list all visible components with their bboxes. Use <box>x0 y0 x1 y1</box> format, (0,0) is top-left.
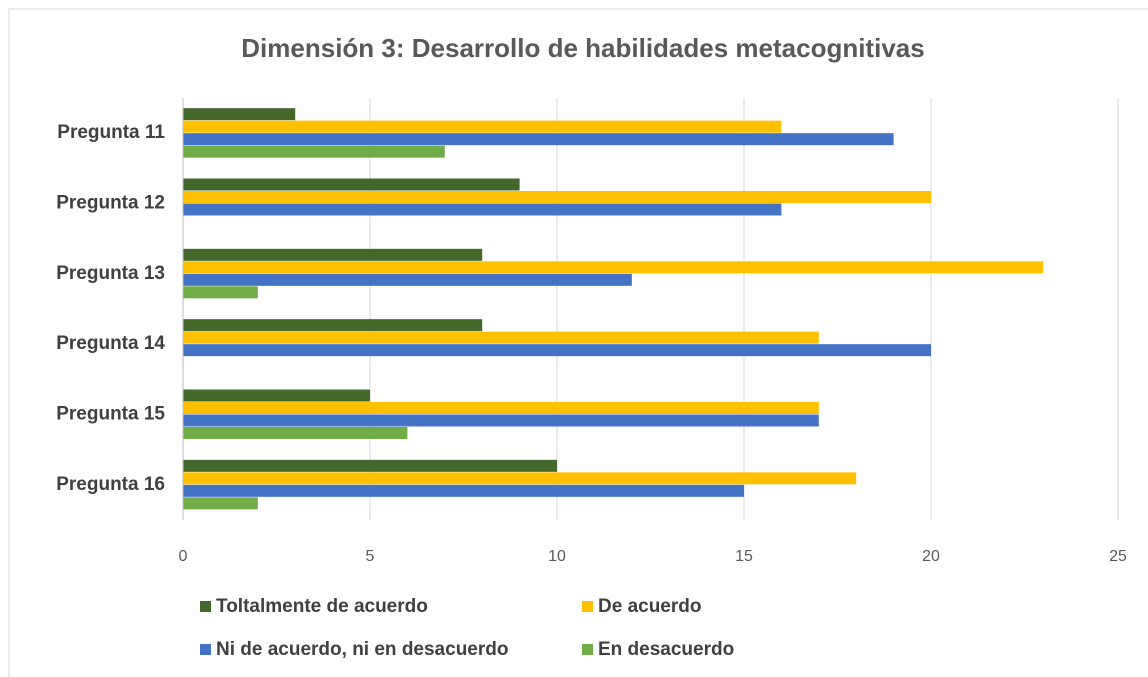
x-tick-label: 25 <box>1109 548 1127 565</box>
bar <box>183 145 445 158</box>
bar <box>183 459 557 472</box>
bar <box>183 319 483 332</box>
bar <box>183 497 258 510</box>
bar <box>183 331 819 344</box>
legend-swatch <box>582 601 593 612</box>
legend-swatch <box>200 601 211 612</box>
bar <box>183 389 370 402</box>
bar <box>183 248 483 261</box>
bar <box>183 273 632 286</box>
bar <box>183 414 819 427</box>
bar <box>183 344 931 357</box>
bar <box>183 108 296 121</box>
bar <box>183 427 408 439</box>
x-tick-label: 0 <box>179 548 188 565</box>
bar <box>183 191 931 203</box>
bar <box>183 120 782 133</box>
y-tick-label: Pregunta 11 <box>57 122 165 143</box>
y-tick-label: Pregunta 16 <box>56 474 165 495</box>
bar <box>183 133 894 146</box>
legend-label: De acuerdo <box>598 596 701 617</box>
legend-label: Toltalmente de acuerdo <box>216 596 428 617</box>
x-tick-label: 15 <box>735 548 753 565</box>
chart-title: Dimensión 3: Desarrollo de habilidades m… <box>241 33 924 63</box>
bar <box>183 261 1044 274</box>
y-tick-label: Pregunta 14 <box>56 333 165 354</box>
bar <box>183 178 520 191</box>
bar <box>183 402 819 414</box>
legend-label: En desacuerdo <box>598 639 734 660</box>
legend-swatch <box>200 644 211 655</box>
legend-label: Ni de acuerdo, ni en desacuerdo <box>216 639 508 660</box>
x-tick-label: 5 <box>366 548 375 565</box>
legend-swatch <box>582 644 593 655</box>
bar <box>183 472 857 485</box>
y-tick-label: Pregunta 12 <box>56 193 165 214</box>
bar <box>183 203 782 216</box>
x-tick-label: 20 <box>922 548 940 565</box>
bar <box>183 286 258 299</box>
y-tick-label: Pregunta 13 <box>56 263 165 284</box>
x-tick-label: 10 <box>548 548 566 565</box>
bar <box>183 484 744 497</box>
y-tick-label: Pregunta 15 <box>56 404 165 425</box>
